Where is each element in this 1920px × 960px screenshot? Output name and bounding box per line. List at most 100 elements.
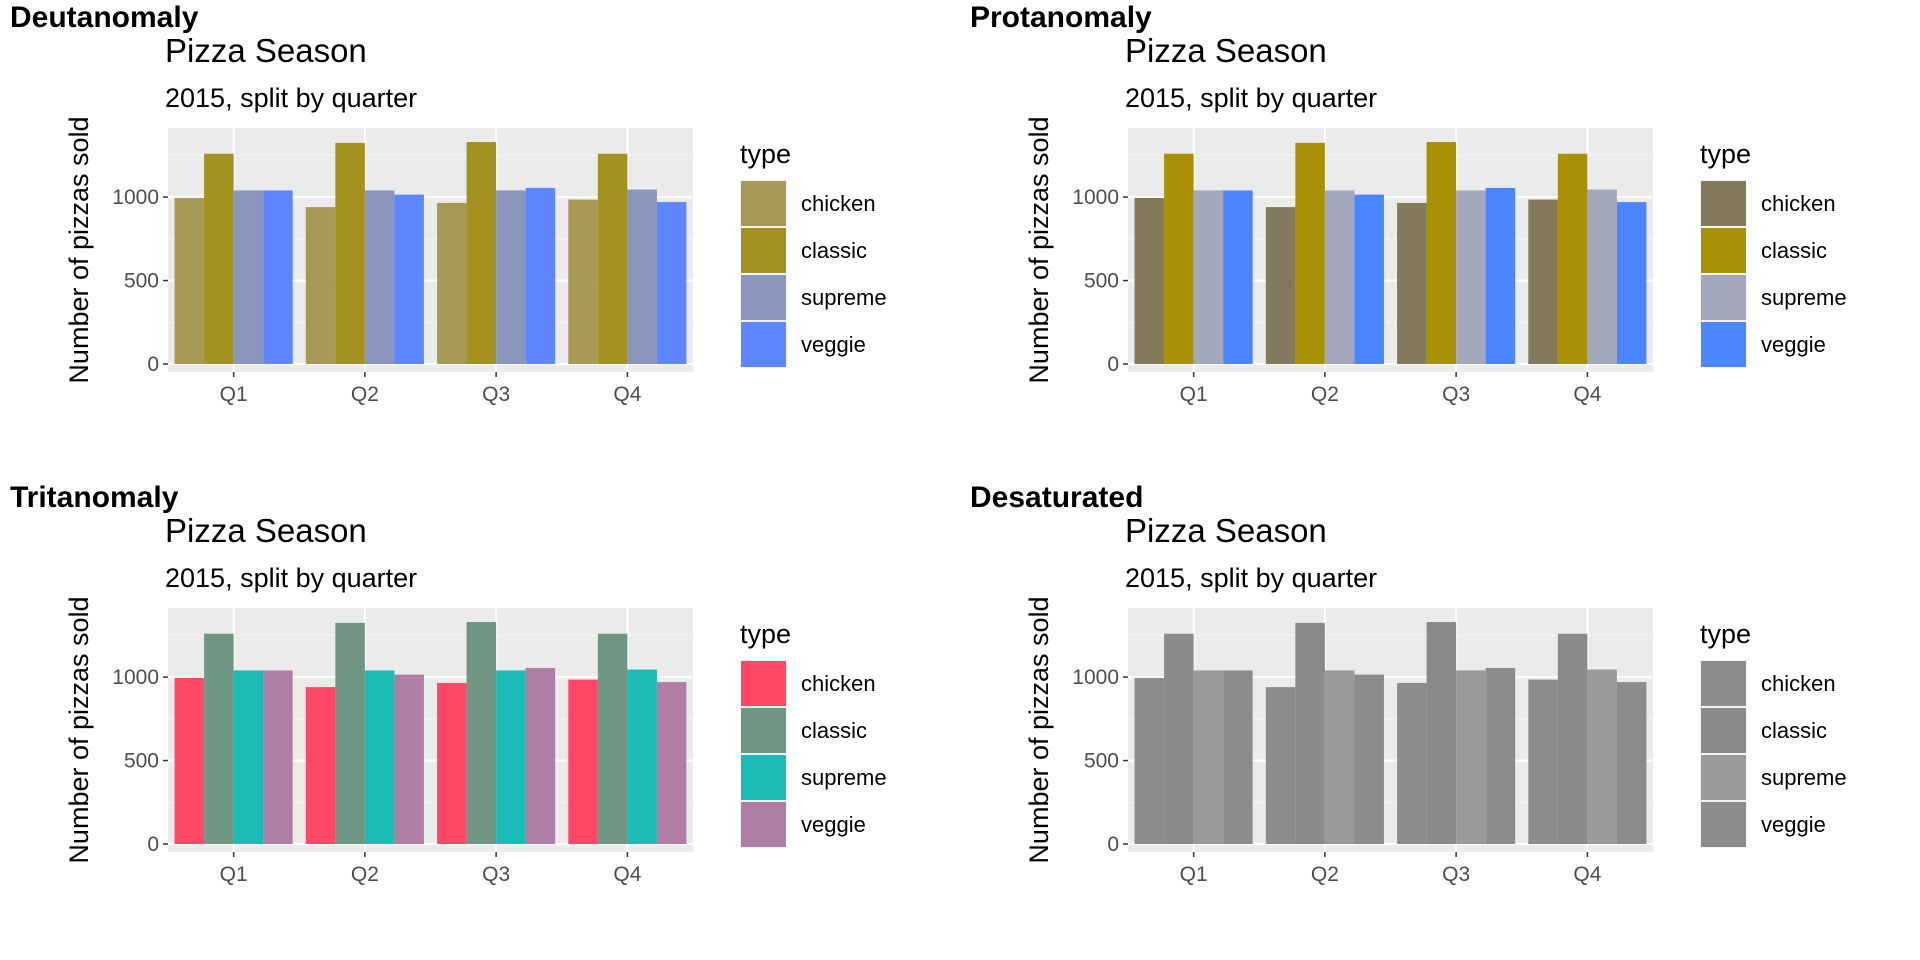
- legend-swatch: [1701, 228, 1746, 273]
- bar: [263, 190, 293, 364]
- bar: [1528, 199, 1558, 364]
- legend-label: chicken: [801, 671, 876, 696]
- y-tick-label: 500: [124, 270, 159, 293]
- bar: [656, 682, 687, 844]
- y-tick-label: 0: [1107, 833, 1119, 856]
- y-tick-label: 1000: [1072, 666, 1119, 689]
- bar: [1223, 190, 1253, 364]
- bar: [1324, 670, 1355, 844]
- legend-label: classic: [1761, 718, 1827, 743]
- legend-label: chicken: [1761, 671, 1836, 696]
- bar: [204, 153, 234, 364]
- bar: [597, 153, 628, 364]
- bar: [597, 633, 628, 844]
- bar: [627, 669, 657, 844]
- legend-swatch: [741, 275, 786, 320]
- legend-label: veggie: [801, 812, 866, 837]
- bar: [394, 674, 424, 844]
- legend-swatch: [741, 802, 786, 847]
- legend-swatch: [741, 181, 786, 226]
- bar: [1265, 687, 1296, 844]
- x-tick-label: Q1: [1180, 863, 1208, 886]
- x-tick-label: Q4: [1573, 383, 1601, 406]
- legend-label: veggie: [1761, 812, 1826, 837]
- y-tick-label: 500: [1084, 270, 1119, 293]
- x-tick-label: Q3: [482, 383, 510, 406]
- legend-label: supreme: [801, 765, 887, 790]
- bar: [1324, 190, 1355, 364]
- bar: [204, 633, 234, 844]
- legend-label: chicken: [1761, 191, 1836, 216]
- y-axis-label: Number of pizzas sold: [64, 116, 94, 383]
- y-axis-label: Number of pizzas sold: [1024, 596, 1054, 863]
- bar: [394, 194, 424, 364]
- bar: [1354, 194, 1384, 364]
- x-tick-label: Q2: [1311, 383, 1339, 406]
- bar: [1485, 187, 1516, 364]
- bar: [233, 190, 264, 364]
- y-tick-label: 0: [147, 353, 159, 376]
- y-tick-label: 1000: [112, 666, 159, 689]
- legend-label: supreme: [1761, 285, 1847, 310]
- legend-swatch: [1701, 755, 1746, 800]
- legend-swatch: [1701, 181, 1746, 226]
- legend-swatch: [1701, 322, 1746, 367]
- x-tick-label: Q2: [351, 863, 379, 886]
- bar: [263, 670, 293, 844]
- chart-title: Pizza Season: [165, 512, 367, 549]
- panel-label: Protanomaly: [970, 1, 1152, 34]
- bar: [305, 687, 336, 844]
- bar: [174, 197, 205, 364]
- bar: [568, 679, 598, 844]
- x-tick-label: Q1: [220, 383, 248, 406]
- bar: [437, 682, 467, 844]
- legend-label: supreme: [1761, 765, 1847, 790]
- legend-swatch: [1701, 661, 1746, 706]
- y-axis-label: Number of pizzas sold: [1024, 116, 1054, 383]
- legend-swatch: [741, 322, 786, 367]
- bar: [1616, 682, 1647, 844]
- bar: [525, 187, 556, 364]
- bar: [496, 670, 526, 844]
- bar: [1426, 622, 1457, 844]
- bar: [1456, 670, 1486, 844]
- legend-title: type: [740, 619, 791, 649]
- x-tick-label: Q3: [1442, 383, 1470, 406]
- x-tick-label: Q1: [220, 863, 248, 886]
- bar: [496, 190, 526, 364]
- chart-panel-deutanomaly: Deutanomaly Pizza Season 2015, split by qu…: [0, 0, 960, 480]
- bar: [364, 190, 395, 364]
- x-tick-label: Q3: [482, 863, 510, 886]
- bar: [1616, 202, 1647, 364]
- bar: [656, 202, 687, 364]
- bar: [1557, 633, 1588, 844]
- legend-swatch: [741, 228, 786, 273]
- chart-subtitle: 2015, split by quarter: [165, 563, 417, 593]
- bar: [1485, 667, 1516, 844]
- bar: [1164, 633, 1194, 844]
- bar: [627, 189, 657, 364]
- bar: [1456, 190, 1486, 364]
- chart-subtitle: 2015, split by quarter: [1125, 563, 1377, 593]
- x-tick-label: Q4: [1573, 863, 1601, 886]
- chart-panel-tritanomaly: Tritanomaly Pizza Season 2015, split by qu…: [0, 480, 960, 960]
- x-tick-label: Q1: [1180, 383, 1208, 406]
- bar: [1193, 190, 1224, 364]
- bar: [335, 622, 365, 844]
- legend-swatch: [741, 708, 786, 753]
- legend-label: veggie: [801, 332, 866, 357]
- x-tick-label: Q3: [1442, 863, 1470, 886]
- y-tick-label: 0: [147, 833, 159, 856]
- chart-title: Pizza Season: [165, 32, 367, 69]
- bar: [1587, 189, 1617, 364]
- bar: [233, 670, 264, 844]
- bar: [305, 207, 336, 364]
- bar: [1397, 682, 1427, 844]
- bar: [466, 142, 497, 364]
- bar: [1134, 677, 1165, 844]
- bar: [1557, 153, 1588, 364]
- bar: [1354, 674, 1384, 844]
- chart-panel-protanomaly: Protanomaly Pizza Season 2015, split by qu…: [960, 0, 1920, 480]
